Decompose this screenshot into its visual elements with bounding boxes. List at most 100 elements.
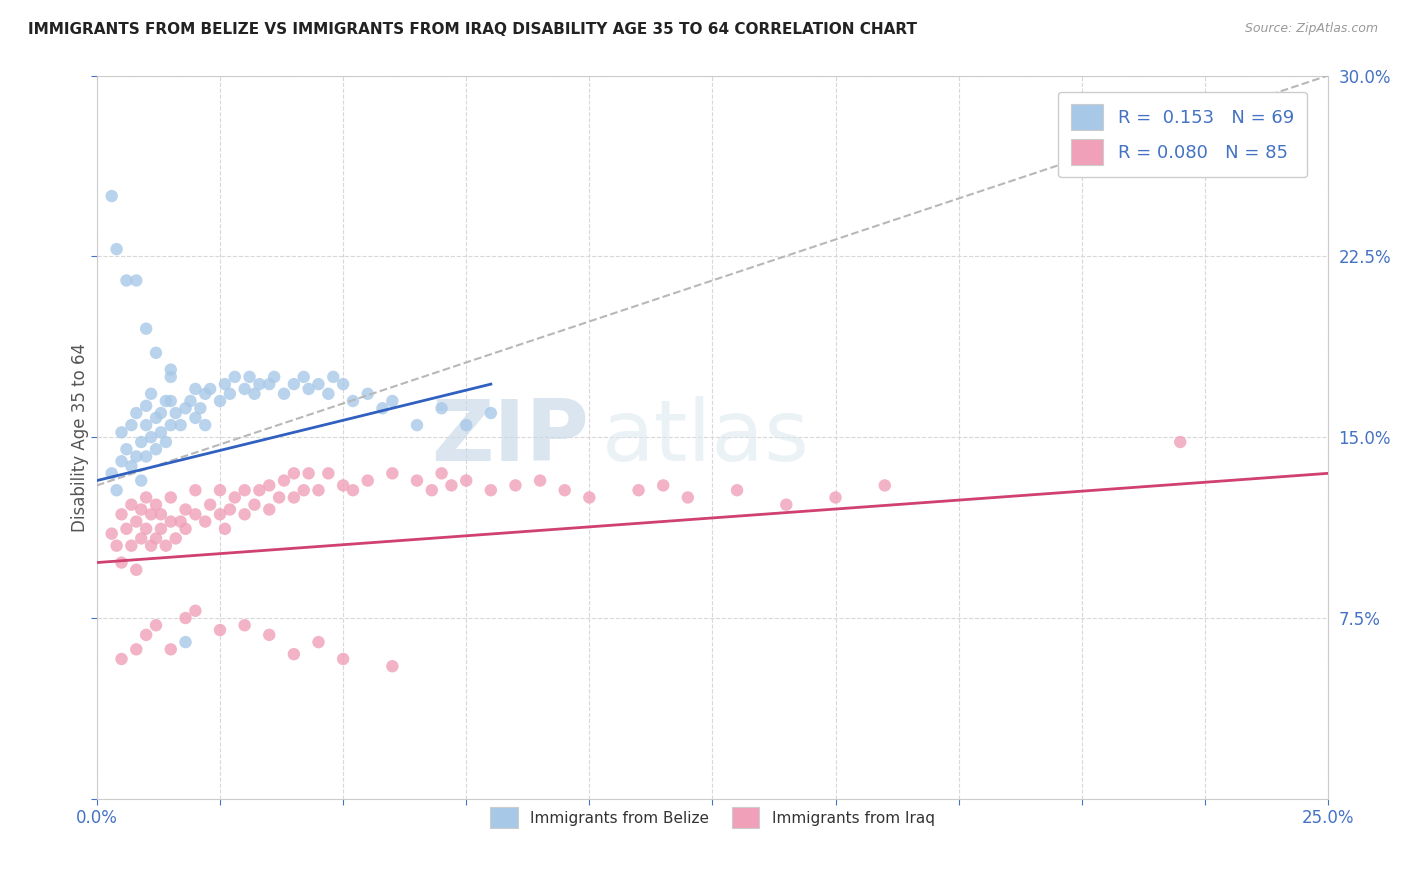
Point [283, 377, 305, 392]
Point [479, 483, 502, 498]
Point [135, 450, 157, 464]
Text: IMMIGRANTS FROM BELIZE VS IMMIGRANTS FROM IRAQ DISABILITY AGE 35 TO 64 CORRELATI: IMMIGRANTS FROM BELIZE VS IMMIGRANTS FRO… [28, 22, 917, 37]
Point [233, 618, 256, 632]
Point [174, 611, 197, 625]
Point [135, 491, 157, 505]
Point [440, 478, 463, 492]
Point [208, 483, 231, 498]
Point [218, 386, 240, 401]
Y-axis label: Disability Age 35 to 64: Disability Age 35 to 64 [72, 343, 89, 532]
Point [283, 467, 305, 481]
Point [318, 386, 340, 401]
Point [342, 483, 364, 498]
Point [247, 377, 270, 392]
Point [259, 478, 281, 492]
Point [247, 483, 270, 498]
Point [406, 418, 429, 433]
Point [381, 659, 404, 673]
Point [342, 394, 364, 409]
Point [259, 502, 281, 516]
Point [318, 467, 340, 481]
Point [159, 370, 181, 384]
Point [263, 370, 285, 384]
Point [308, 635, 330, 649]
Point [273, 386, 295, 401]
Point [283, 491, 305, 505]
Point [184, 483, 207, 498]
Point [135, 522, 157, 536]
Point [1168, 435, 1191, 450]
Point [292, 370, 315, 384]
Point [145, 498, 167, 512]
Point [110, 454, 132, 468]
Point [135, 321, 157, 335]
Point [149, 522, 172, 536]
Point [194, 515, 217, 529]
Point [125, 273, 148, 287]
Point [308, 483, 330, 498]
Point [824, 491, 846, 505]
Point [174, 401, 197, 416]
Point [184, 382, 207, 396]
Text: Source: ZipAtlas.com: Source: ZipAtlas.com [1244, 22, 1378, 36]
Point [135, 628, 157, 642]
Point [529, 474, 551, 488]
Point [420, 483, 443, 498]
Point [332, 377, 354, 392]
Point [110, 508, 132, 522]
Text: ZIP: ZIP [432, 396, 589, 479]
Point [139, 386, 162, 401]
Point [198, 382, 221, 396]
Point [174, 522, 197, 536]
Point [238, 370, 260, 384]
Point [233, 483, 256, 498]
Point [430, 401, 453, 416]
Point [155, 394, 177, 409]
Point [159, 394, 181, 409]
Point [627, 483, 650, 498]
Point [218, 502, 240, 516]
Point [174, 635, 197, 649]
Point [145, 442, 167, 457]
Point [259, 628, 281, 642]
Point [115, 522, 138, 536]
Point [283, 647, 305, 661]
Point [214, 377, 236, 392]
Point [198, 498, 221, 512]
Point [120, 498, 142, 512]
Point [479, 406, 502, 420]
Point [149, 508, 172, 522]
Point [188, 401, 211, 416]
Point [120, 539, 142, 553]
Point [208, 623, 231, 637]
Point [125, 515, 148, 529]
Point [145, 532, 167, 546]
Point [214, 522, 236, 536]
Point [110, 652, 132, 666]
Point [115, 442, 138, 457]
Point [159, 642, 181, 657]
Point [139, 430, 162, 444]
Point [129, 532, 152, 546]
Point [159, 362, 181, 376]
Point [184, 508, 207, 522]
Point [381, 394, 404, 409]
Point [676, 491, 699, 505]
Point [159, 491, 181, 505]
Point [165, 532, 187, 546]
Point [105, 483, 128, 498]
Point [233, 508, 256, 522]
Point [357, 386, 380, 401]
Point [115, 273, 138, 287]
Point [775, 498, 797, 512]
Point [357, 474, 380, 488]
Point [208, 508, 231, 522]
Point [208, 394, 231, 409]
Point [155, 539, 177, 553]
Point [120, 459, 142, 474]
Point [332, 478, 354, 492]
Point [243, 498, 266, 512]
Point [371, 401, 394, 416]
Point [273, 474, 295, 488]
Point [145, 410, 167, 425]
